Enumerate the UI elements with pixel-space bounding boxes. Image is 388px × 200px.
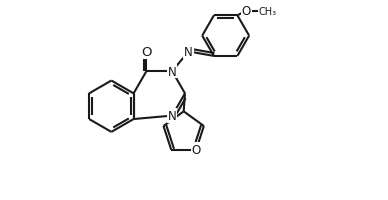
Text: CH₃: CH₃ (259, 7, 277, 17)
Text: N: N (168, 110, 177, 122)
Text: N: N (184, 46, 193, 59)
Text: O: O (242, 5, 251, 18)
Text: O: O (192, 144, 201, 156)
Text: O: O (141, 46, 152, 59)
Text: N: N (168, 65, 177, 78)
